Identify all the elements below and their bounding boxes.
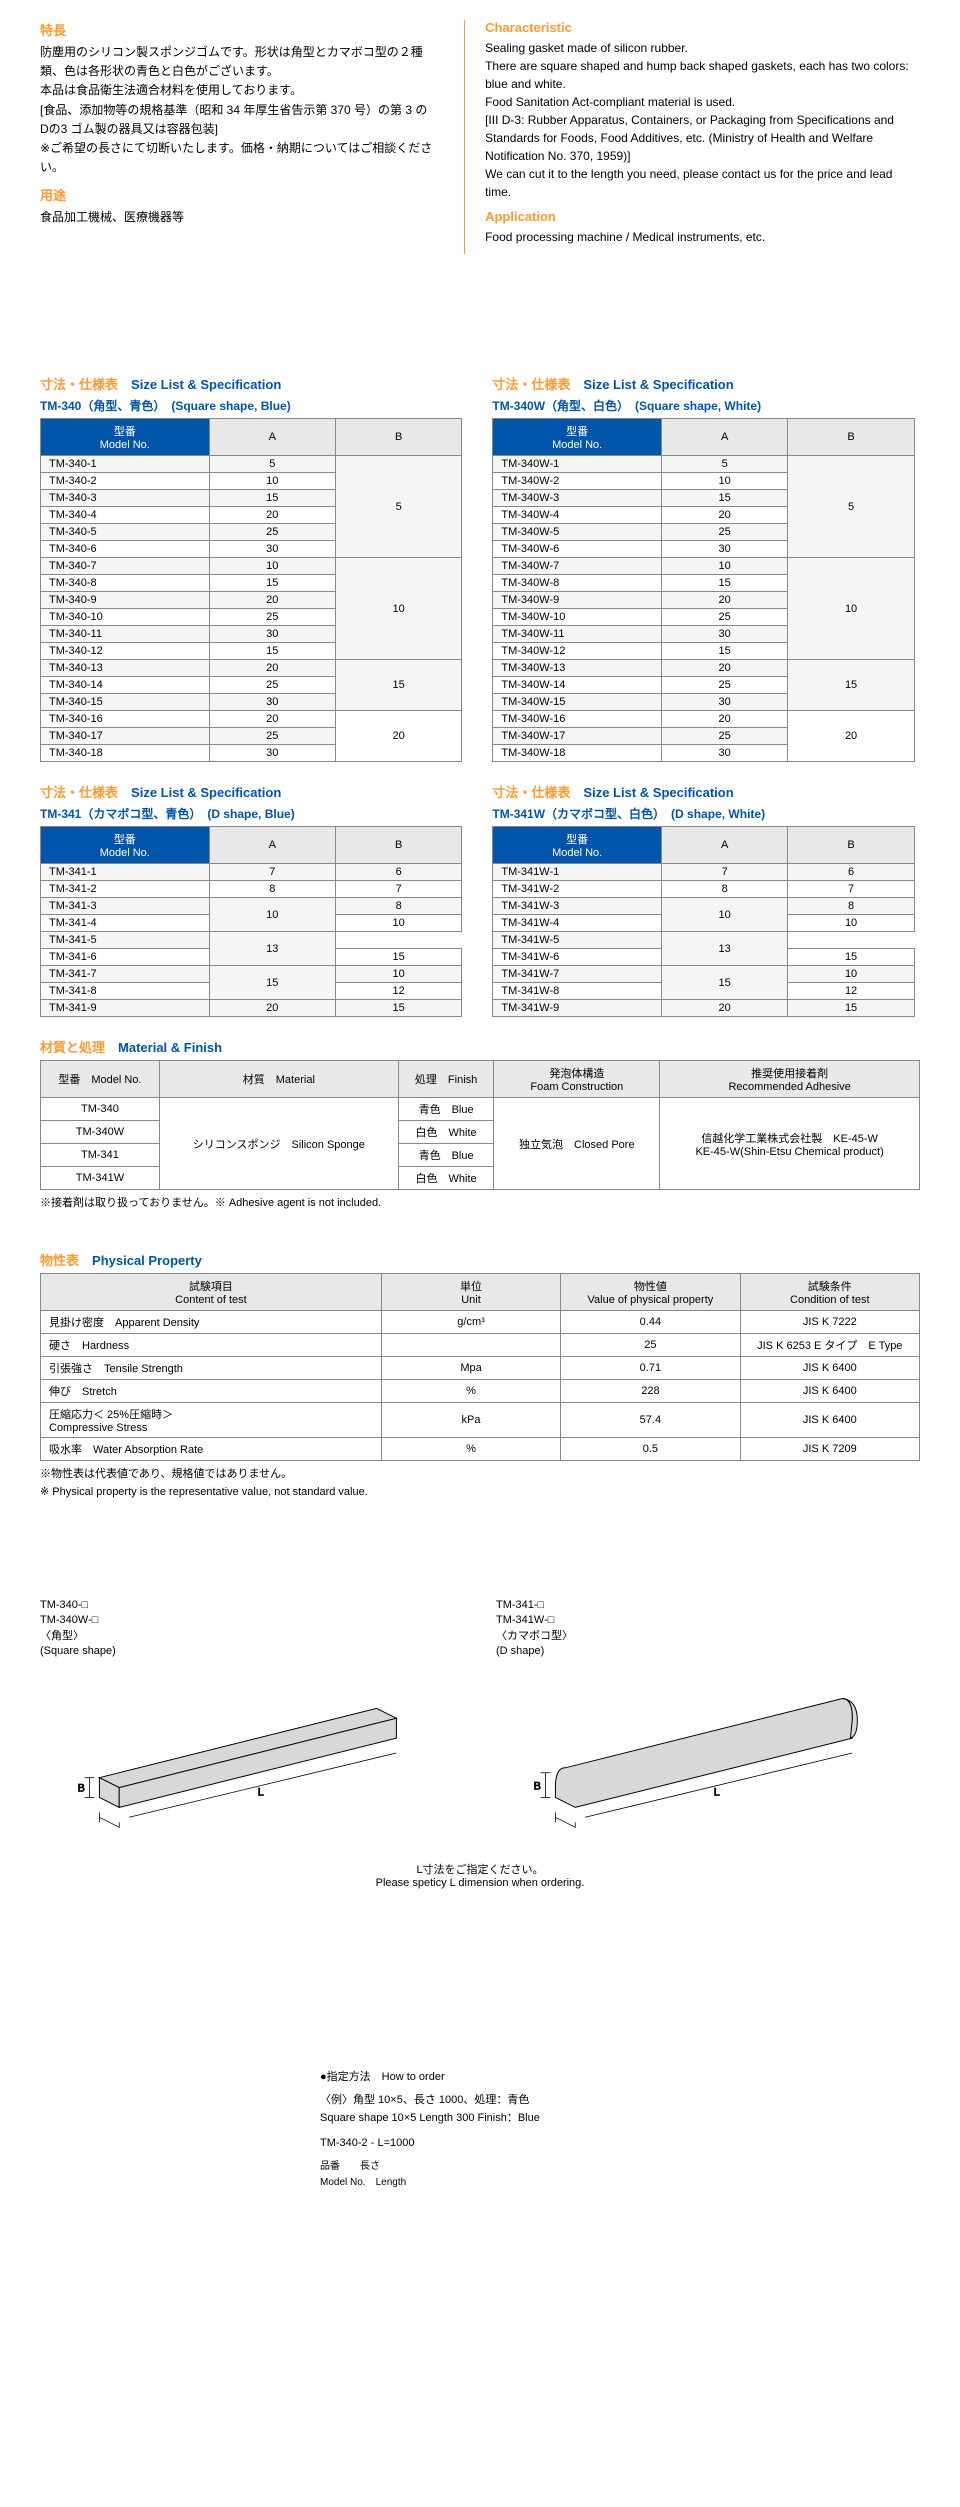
spec-title-en: Size List & Specification [131, 377, 281, 392]
diagram-svg-dshape: B A L [496, 1668, 892, 1828]
heading-characteristic-jp: 特長 [40, 20, 434, 39]
table-row: TM-340-162020 [41, 711, 462, 728]
table-material: 型番 Model No.材質 Material処理 Finish発泡体構造 Fo… [40, 1060, 920, 1190]
table-row: 引張強さ Tensile StrengthMpa0.71JIS K 6400 [41, 1357, 920, 1380]
spec-subtitle-tm341: TM-341（カマボコ型、青色） (D shape, Blue) [40, 805, 462, 822]
spec-subtitle-tm340w: TM-340W（角型、白色） (Square shape, White) [492, 397, 914, 414]
table-row: TM-340W-155 [493, 456, 914, 473]
table-row: TM-340W-71010 [493, 558, 914, 575]
table-row: TM-341W-3108 [493, 898, 914, 915]
body-characteristic-jp: 防塵用のシリコン製スポンジゴムです。形状は角型とカマボコ型の２種類、色は各形状の… [40, 43, 434, 177]
heading-application-jp: 用途 [40, 185, 434, 204]
table-row: TM-341-92015 [41, 1000, 462, 1017]
table-row: TM-341-176 [41, 864, 462, 881]
material-title-jp: 材質と処理 [40, 1040, 105, 1055]
table-row: 吸水率 Water Absorption Rate%0.5JIS K 7209 [41, 1438, 920, 1461]
table-row: TM-340W-162020 [493, 711, 914, 728]
table-physical: 試験項目 Content of test単位 Unit物性値 Value of … [40, 1273, 920, 1461]
spec-tm340w: 寸法・仕様表 Size List & Specification TM-340W… [492, 374, 914, 762]
table-row: TM-341-513 [41, 932, 462, 949]
diagram-square: TM-340-□ TM-340W-□ 〈角型〉 (Square shape) B… [40, 1598, 436, 1831]
table-row: TM-341W-176 [493, 864, 914, 881]
diagram-caption: L寸法をご指定ください。 Please speticy L dimension … [40, 1861, 920, 1889]
table-row: TM-341-71510 [41, 966, 462, 983]
table-row: 硬さ Hardness25JIS K 6253 E タイプ E Type [41, 1334, 920, 1357]
top-right-column: Characteristic Sealing gasket made of si… [464, 20, 920, 254]
diagram-section: TM-340-□ TM-340W-□ 〈角型〉 (Square shape) B… [40, 1598, 920, 1831]
spec-tm341w: 寸法・仕様表 Size List & Specification TM-341W… [492, 782, 914, 1017]
table-row: TM-341W-71510 [493, 966, 914, 983]
spec-subtitle-tm341w: TM-341W（カマボコ型、白色） (D shape, White) [492, 805, 914, 822]
table-tm340: 型番 Model No.ABTM-340-155TM-340-210TM-340… [40, 418, 462, 762]
table-row: TM-341W-287 [493, 881, 914, 898]
table-row: TM-340-71010 [41, 558, 462, 575]
physical-section: 物性表 Physical Property 試験項目 Content of te… [40, 1250, 920, 1498]
spec-tm340: 寸法・仕様表 Size List & Specification TM-340（… [40, 374, 462, 762]
physical-note1: ※物性表は代表値であり、規格値ではありません。 [40, 1465, 920, 1481]
material-title-en: Material & Finish [118, 1040, 222, 1055]
physical-note2: ※ Physical property is the representativ… [40, 1485, 920, 1498]
table-row: TM-341W-513 [493, 932, 914, 949]
table-row: TM-341-287 [41, 881, 462, 898]
table-row: TM-341W-92015 [493, 1000, 914, 1017]
diagram-label-dshape: TM-341-□ TM-341W-□ 〈カマボコ型〉 (D shape) [496, 1598, 892, 1660]
svg-text:L: L [258, 1786, 264, 1798]
order-code: TM-340-2 - L=1000 [320, 2135, 920, 2153]
spec-title-jp: 寸法・仕様表 [40, 377, 118, 392]
body-characteristic-en: Sealing gasket made of silicon rubber. T… [485, 39, 920, 201]
body-application-en: Food processing machine / Medical instru… [485, 228, 920, 246]
order-section: ●指定方法 How to order 〈例〉角型 10×5、長さ 1000、処理… [320, 2069, 920, 2191]
table-row: TM-340-132015 [41, 660, 462, 677]
table-tm340w: 型番 Model No.ABTM-340W-155TM-340W-210TM-3… [492, 418, 914, 762]
physical-title-jp: 物性表 [40, 1253, 79, 1268]
material-note: ※接着剤は取り扱っておりません。※ Adhesive agent is not … [40, 1194, 920, 1210]
table-row: 見掛け密度 Apparent Densityg/cm³0.44JIS K 722… [41, 1311, 920, 1334]
body-application-jp: 食品加工機械、医療機器等 [40, 208, 434, 227]
spec-subtitle-tm340: TM-340（角型、青色） (Square shape, Blue) [40, 397, 462, 414]
heading-application-en: Application [485, 209, 920, 224]
table-row: TM-340W-132015 [493, 660, 914, 677]
top-section: 特長 防塵用のシリコン製スポンジゴムです。形状は角型とカマボコ型の２種類、色は各… [40, 20, 920, 254]
heading-characteristic-en: Characteristic [485, 20, 920, 35]
svg-text:B: B [78, 1782, 85, 1794]
table-row: 伸び Stretch%228JIS K 6400 [41, 1380, 920, 1403]
spec-tm341: 寸法・仕様表 Size List & Specification TM-341（… [40, 782, 462, 1017]
order-legend: 品番 長さ Model No. Length [320, 2159, 920, 2191]
order-example: 〈例〉角型 10×5、長さ 1000、処理：青色 Square shape 10… [320, 2092, 920, 2127]
table-row: 圧縮応力＜ 25%圧縮時＞ Compressive StresskPa57.4J… [41, 1403, 920, 1438]
top-left-column: 特長 防塵用のシリコン製スポンジゴムです。形状は角型とカマボコ型の２種類、色は各… [40, 20, 444, 254]
table-tm341: 型番 Model No.ABTM-341-176TM-341-287TM-341… [40, 826, 462, 1017]
table-row: TM-341-3108 [41, 898, 462, 915]
svg-text:B: B [534, 1780, 541, 1792]
diagram-svg-square: B A L [40, 1668, 436, 1828]
material-section: 材質と処理 Material & Finish 型番 Model No.材質 M… [40, 1037, 920, 1210]
diagram-dshape: TM-341-□ TM-341W-□ 〈カマボコ型〉 (D shape) B A… [496, 1598, 892, 1831]
table-tm341w: 型番 Model No.ABTM-341W-176TM-341W-287TM-3… [492, 826, 914, 1017]
table-row: TM-340-155 [41, 456, 462, 473]
diagram-label-square: TM-340-□ TM-340W-□ 〈角型〉 (Square shape) [40, 1598, 436, 1660]
physical-title-en: Physical Property [92, 1253, 202, 1268]
order-title: ●指定方法 How to order [320, 2069, 920, 2087]
svg-text:L: L [714, 1786, 720, 1798]
